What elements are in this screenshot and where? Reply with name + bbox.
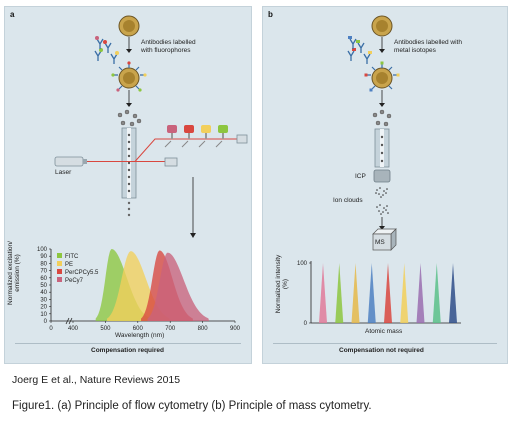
antibody-label-line-2: with fluorophores — [141, 47, 191, 54]
atomic-mass-chart: 0 100 — [297, 261, 461, 327]
chart-b-xlabel: Atomic mass — [365, 328, 403, 335]
legend-swatch — [57, 253, 62, 258]
y-tick-label: 100 — [37, 247, 48, 253]
antibody-label-line-1: Antibodies labelled with — [394, 39, 462, 46]
metal-antibody-icons — [347, 36, 372, 64]
y-tick-label: 10 — [40, 312, 47, 318]
labelled-cell-icon — [364, 61, 400, 92]
panel-b-footer: Compensation not required — [339, 347, 424, 354]
legend-swatch — [57, 261, 62, 266]
scatter-beam — [134, 138, 237, 162]
citation-text: Joerg E et al., Nature Reviews 2015 — [12, 374, 181, 386]
legend-label: PE — [65, 262, 73, 268]
mass-peak — [367, 263, 376, 323]
y-tick-label: 100 — [297, 261, 308, 267]
x-tick-label: 800 — [198, 326, 209, 332]
x-tick-label: 700 — [165, 326, 176, 332]
panel-a-footer: Compensation required — [91, 347, 164, 354]
arrow-head-icon — [379, 49, 385, 53]
x-tick-label: 900 — [230, 326, 241, 332]
mass-peak — [400, 263, 409, 323]
y-tick-label: 50 — [40, 283, 47, 289]
y-tick-label: 0 — [44, 319, 48, 325]
legend-swatch — [57, 277, 62, 282]
panel-a-divider — [15, 343, 241, 344]
legend-label: FITC — [65, 254, 79, 260]
panel-a-letter: a — [10, 10, 15, 19]
mass-peak — [416, 263, 425, 323]
cell-stream-icons — [117, 109, 142, 127]
mass-peak — [319, 263, 327, 323]
y-tick-label: 40 — [40, 290, 47, 296]
y-tick-label: 20 — [40, 305, 47, 311]
icp-torch-icon — [373, 169, 391, 183]
fluorophore-antibody-icons — [94, 36, 119, 64]
y-tick-label: 60 — [40, 276, 47, 282]
x-tick-label: 500 — [100, 326, 111, 332]
y-tick-label: 0 — [304, 321, 308, 327]
chart-a-ylabel: Normalized excitation/ emission (%) — [7, 241, 21, 305]
legend-label: PeCy7 — [65, 278, 84, 284]
detector-icon — [164, 134, 248, 167]
laser-label: Laser — [55, 169, 72, 176]
mass-peak — [384, 263, 392, 323]
mass-peak — [335, 263, 344, 323]
antibody-label-line-1: Antibodies labelled — [141, 39, 196, 46]
ion-cloud-icons — [375, 187, 389, 215]
legend-label: PerCPCy5.5 — [65, 270, 99, 276]
mass-peak — [432, 263, 441, 323]
ms-detector-icon — [372, 228, 397, 251]
panel-b-mass-cytometry: b — [262, 6, 508, 364]
x-tick-label: 0 — [49, 326, 53, 332]
chart-b-ylabel: Normalized intensity (%) — [275, 254, 289, 314]
icp-label: ICP — [355, 173, 366, 180]
arrow-head-icon — [379, 103, 385, 107]
y-tick-label: 70 — [40, 269, 47, 275]
panel-a-flow-cytometry: a — [4, 6, 252, 364]
legend-swatch — [57, 269, 62, 274]
cell-icon — [118, 15, 140, 37]
labelled-cell-icon — [111, 61, 147, 92]
panel-b-letter: b — [268, 10, 273, 19]
mass-peak — [351, 263, 360, 323]
arrow-head-icon — [379, 226, 385, 230]
waste-drops — [127, 201, 131, 217]
nebulizer-column — [374, 128, 390, 168]
y-tick-label: 90 — [40, 254, 47, 260]
arrow-head-icon — [126, 103, 132, 107]
series-area-pecy7 — [147, 252, 210, 321]
axis-break-icon — [65, 317, 73, 325]
ms-label: MS — [375, 239, 385, 246]
figure-caption: Figure1. (a) Principle of flow cytometry… — [12, 400, 372, 412]
y-tick-label: 30 — [40, 297, 47, 303]
panel-b-divider — [273, 343, 497, 344]
mass-peak — [449, 263, 457, 323]
y-tick-label: 80 — [40, 261, 47, 267]
laser-icon — [54, 156, 87, 167]
arrow-head-icon — [126, 49, 132, 53]
ion-clouds-label: Ion clouds — [333, 197, 363, 204]
flow-cell — [121, 127, 137, 199]
cell-icon — [371, 15, 393, 37]
x-tick-label: 600 — [133, 326, 144, 332]
x-tick-label: 400 — [68, 326, 79, 332]
panel-b-schematic: 0 100 — [297, 15, 461, 327]
arrow-head-icon — [190, 233, 196, 238]
cell-stream-icons — [372, 109, 392, 127]
filter-icons — [164, 125, 228, 148]
antibody-label-line-2: metal isotopes — [394, 47, 436, 54]
chart-a-xlabel: Wavelength (nm) — [115, 332, 165, 339]
